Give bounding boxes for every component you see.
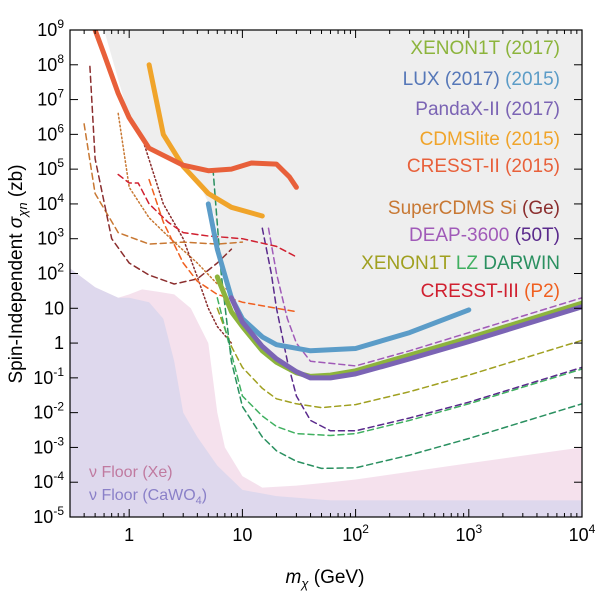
floor-label: ν Floor (CaWO4) [89,487,207,507]
series-50t [261,227,582,432]
legend-entry: SuperCDMS Si (Ge) [388,198,560,219]
legend-entry: PandaX-II (2017) [415,99,560,120]
legend: XENON1T (2017) LUX (2017) (2015) PandaX-II… [89,38,560,507]
series-pandax-ii-2017- [228,295,582,381]
legend-entry: CDMSlite (2015) [420,129,560,150]
series-supercdms-ge-proj [89,65,233,285]
neutrino-floor-cawo4 [70,268,582,517]
legend-entry: CRESST-II (2015) [407,156,560,177]
x-tick-label: 1 [124,525,134,545]
y-tick-label: 10-3 [33,434,64,457]
y-tick-label: 108 [37,52,64,75]
y-tick-label: 10-1 [33,365,64,388]
y-tick-label: 105 [37,156,64,179]
series-darwin [212,168,582,470]
series-supercdms-ge [141,136,233,344]
y-tick-label: 10-2 [33,400,64,423]
y-tick-label: 10-5 [33,504,64,527]
series-supercdms-si-proj [83,123,244,245]
floor-label: ν Floor (Xe) [89,464,173,481]
axis-labels: mχ (GeV) Spin-Independent σχn (zb) [6,164,364,591]
y-tick-label: 102 [37,261,64,284]
y-tick-label: 109 [37,17,64,40]
legend-entry: XENON1T LZ DARWIN [361,253,560,274]
x-tick-label: 10 [232,525,252,545]
series-cresst-iii [117,173,298,258]
series-cdmslite-2015- [146,62,265,219]
legend-entry: DEAP-3600 (50T) [409,225,560,246]
series-lz [216,297,582,437]
excluded-region [104,30,582,378]
legend-entry: CRESST-III (P2) [421,281,560,302]
series-xenon1t-proj [216,307,582,409]
series-cresst-ii-2015- [92,30,299,190]
y-tick-label: 10 [44,298,64,318]
axes: 1 10 102 103 1041091081071061051041031021011… [33,17,595,545]
series-p2 [148,178,298,313]
series-deap-3600 [267,227,582,367]
y-tick-label: 104 [37,191,64,214]
y-tick-label: 107 [37,87,64,110]
series-lux-2017- [205,201,472,354]
background-layer [70,30,582,517]
y-tick-label: 103 [37,226,64,249]
legend-entry: LUX (2017) (2015) [403,69,560,90]
x-axis-label: mχ (GeV) [286,567,365,591]
y-tick-label: 1 [54,333,64,353]
y-tick-label: 10-4 [33,469,64,492]
y-tick-label: 106 [37,121,64,144]
x-tick-label: 104 [569,522,596,545]
x-tick-label: 103 [455,522,482,545]
series-layer [83,30,582,470]
y-axis-label: Spin-Independent σχn (zb) [6,164,30,383]
x-tick-label: 102 [342,522,369,545]
legend-entry: XENON1T (2017) [410,38,560,59]
